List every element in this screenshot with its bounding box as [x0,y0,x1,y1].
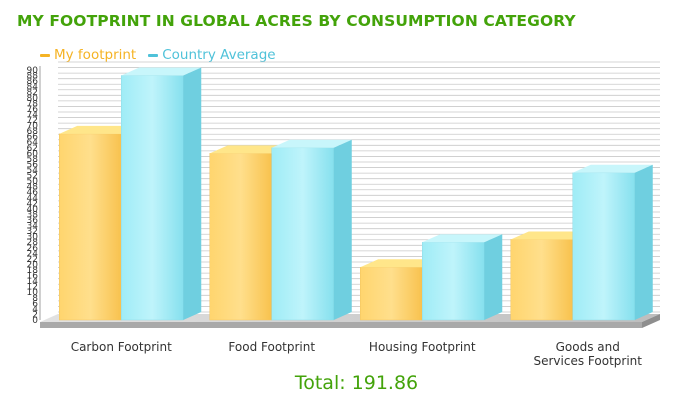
y-tick-label: 30 [27,233,39,243]
y-tick-label: 26 [27,244,39,254]
bar-country-average[interactable] [422,234,503,321]
y-tick-label: 50 [27,177,39,187]
y-tick-label: 48 [27,183,39,193]
y-tick-label: 46 [27,188,39,198]
bar-country-average[interactable] [572,164,653,321]
y-tick-label: 90 [27,66,39,76]
bar-country-average[interactable] [271,139,352,321]
y-tick-label: 20 [27,260,39,270]
total-text: Total: 191.86 [294,372,419,394]
x-category-label: Carbon Footprint [71,340,172,354]
y-tick-label: 4 [32,305,38,315]
bar-country-average[interactable] [121,67,202,321]
y-tick-label: 12 [27,283,38,293]
y-tick-label: 10 [27,288,39,298]
legend-item-my-footprint[interactable]: My footprint [40,47,136,63]
x-category-label: Food Footprint [228,340,315,354]
y-tick-label: 78 [27,99,39,109]
y-tick-label: 40 [27,205,39,215]
y-tick-label: 44 [27,194,39,204]
bar-group [360,234,503,321]
y-tick-label: 74 [27,110,39,120]
y-tick-label: 68 [27,127,39,137]
legend-swatch-my-footprint [40,53,50,57]
legend-label-my-footprint: My footprint [54,47,137,63]
y-tick-label: 32 [27,227,38,237]
chart-floor-edge [40,322,642,328]
y-tick-label: 28 [27,238,39,248]
y-tick-label: 54 [27,166,39,176]
y-tick-label: 22 [27,255,38,265]
y-tick-label: 76 [27,105,39,115]
chart-floor-side [642,314,660,328]
x-category-label: Goods and Services Footprint [534,340,643,368]
y-tick-label: 42 [27,199,38,209]
chart-legend: My footprint Country Average [40,46,288,64]
y-tick-label: 24 [27,249,39,259]
y-tick-label: 60 [27,149,39,159]
y-tick-label: 16 [27,272,39,282]
y-tick-label: 66 [27,133,39,143]
bar-group [59,67,202,321]
y-tick-label: 64 [27,138,39,148]
bar-group [510,164,653,321]
y-tick-label: 18 [27,266,39,276]
y-tick-label: 2 [32,310,38,320]
y-tick-label: 36 [27,216,39,226]
legend-swatch-country-average [148,53,159,57]
y-tick-label: 82 [27,88,38,98]
y-tick-label: 56 [27,160,39,170]
y-tick-label: 86 [27,77,39,87]
y-tick-label: 38 [27,210,39,220]
y-tick-label: 14 [27,277,39,287]
y-tick-label: 88 [27,72,39,82]
y-tick-label: 84 [27,83,39,93]
legend-item-country-average[interactable]: Country Average [148,47,276,63]
bar-group [209,139,352,321]
y-tick-label: 72 [27,116,38,126]
y-tick-label: 34 [27,222,39,232]
y-tick-label: 6 [32,299,38,309]
y-tick-label: 8 [32,294,38,304]
y-tick-label: 58 [27,155,39,165]
y-tick-label: 62 [27,144,38,154]
chart-floor [40,314,660,322]
x-category-label: Housing Footprint [369,340,476,354]
y-tick-label: 80 [27,94,39,104]
y-tick-label: 52 [27,172,38,182]
y-tick-label: 70 [27,122,39,132]
y-tick-label: 0 [32,316,38,326]
legend-label-country-average: Country Average [162,47,276,63]
chart-title: MY FOOTPRINT IN GLOBAL ACRES BY CONSUMPT… [17,12,576,30]
